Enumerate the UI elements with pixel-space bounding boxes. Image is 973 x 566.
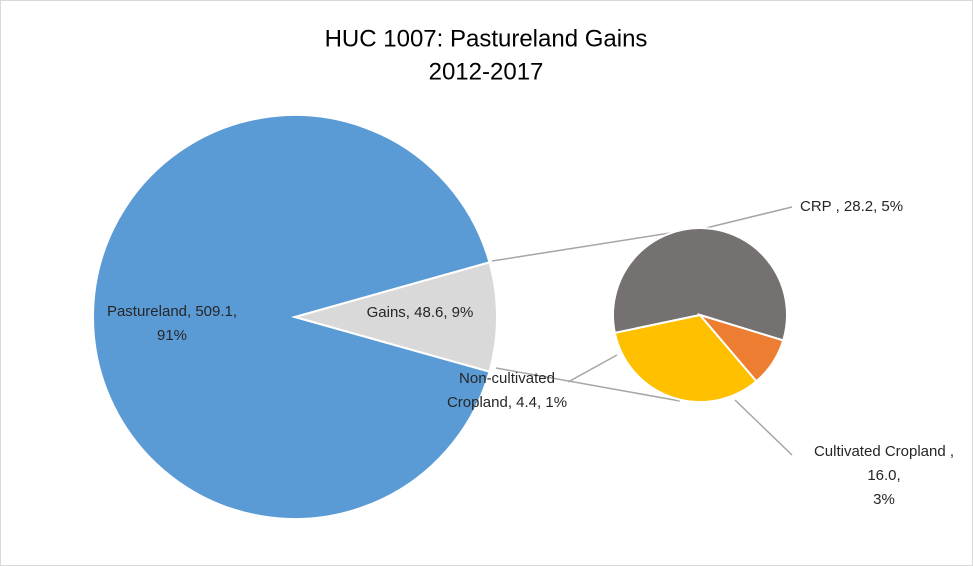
data-label: 91% xyxy=(157,327,187,344)
pie-slice xyxy=(92,114,491,520)
data-label: 3% xyxy=(873,491,895,508)
pie-slice xyxy=(291,261,498,373)
leader-line xyxy=(567,354,618,383)
data-label: Non-cultivated xyxy=(459,370,555,387)
data-label: Cultivated Cropland , xyxy=(814,443,954,460)
pie-slice xyxy=(612,227,788,342)
data-label: CRP , 28.2, 5% xyxy=(800,198,903,215)
data-label: Gains, 48.6, 9% xyxy=(367,304,474,321)
connector xyxy=(495,367,681,402)
data-label: Pastureland, 509.1, xyxy=(107,303,237,320)
leader-line xyxy=(734,399,793,456)
data-label: Cropland, 4.4, 1% xyxy=(447,394,567,411)
pie-slice xyxy=(613,313,758,403)
chart-title: HUC 1007: Pastureland Gains xyxy=(325,25,648,52)
chart-subtitle: 2012-2017 xyxy=(429,58,544,85)
pie-slice xyxy=(697,313,785,383)
data-label: 16.0, xyxy=(867,467,900,484)
leader-line xyxy=(705,206,793,229)
